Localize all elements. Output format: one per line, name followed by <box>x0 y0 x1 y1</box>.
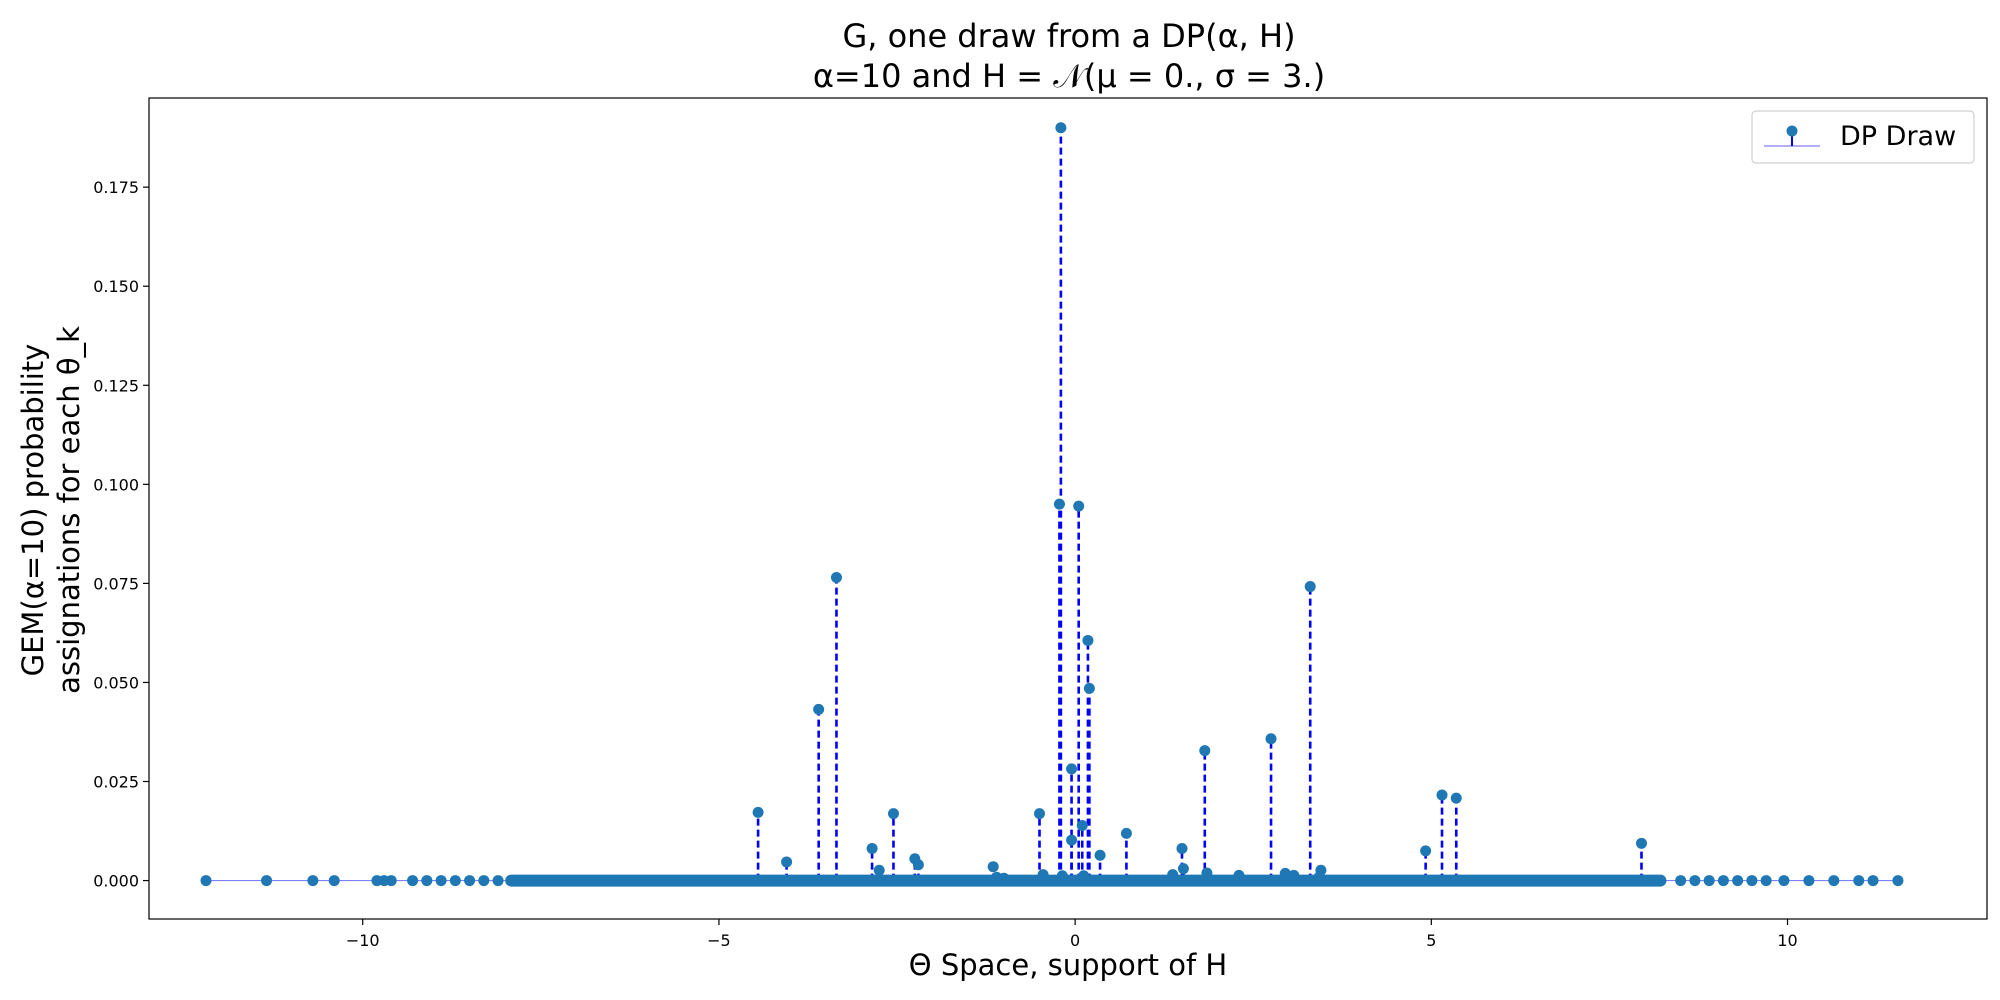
stem-marker-65 <box>1828 875 1840 887</box>
stem-marker-15 <box>1034 808 1046 820</box>
stem-marker-42 <box>200 875 212 887</box>
plot-area <box>200 122 1904 887</box>
stem-marker-53 <box>464 875 476 887</box>
legend-box <box>1751 110 1975 164</box>
stem-marker-44 <box>307 875 319 887</box>
stem-marker-1 <box>1073 500 1085 512</box>
stem-marker-62 <box>1760 875 1772 887</box>
stem-marker-48 <box>385 875 397 887</box>
stem-marker-9 <box>1199 745 1211 757</box>
stem-marker-6 <box>1082 634 1094 646</box>
stem-marker-41 <box>998 872 1010 884</box>
stem-marker-54 <box>478 875 490 887</box>
x-tick-label-4: 10 <box>1777 931 1797 950</box>
stem-marker-23 <box>1094 849 1106 861</box>
stem-marker-0 <box>1055 122 1067 134</box>
y-axis-ticks: 0.000 0.025 0.050 0.075 0.100 0.125 0.150 0.175 <box>93 178 149 891</box>
stem-marker-31 <box>1279 867 1291 879</box>
stem-marker-58 <box>1703 875 1715 887</box>
x-tick-label-2: 0 <box>1070 931 1080 950</box>
y-axis-label-line-1: GEM(α=10) probability <box>16 344 50 677</box>
stem-marker-51 <box>435 875 447 887</box>
x-axis-label: Θ Space, support of H <box>909 948 1227 982</box>
stem-marker-16 <box>1076 819 1088 831</box>
stem-marker-22 <box>1635 837 1647 849</box>
y-tick-label-3: 0.075 <box>93 574 139 593</box>
stem-marker-56 <box>1675 875 1687 887</box>
stem-marker-32 <box>1288 869 1300 881</box>
plot-frame <box>148 97 1988 920</box>
y-tick-label-1: 0.025 <box>93 773 139 792</box>
stem-marker-66 <box>1853 875 1865 887</box>
chart-title-line-1: G, one draw from a DP(α, H) <box>842 17 1295 55</box>
stem-marker-8 <box>1265 733 1277 745</box>
stem-marker-25 <box>781 856 793 868</box>
x-axis-ticks: −10 −5 0 5 10 <box>346 919 1798 950</box>
y-tick-label-5: 0.125 <box>93 376 139 395</box>
stem-marker-13 <box>752 806 764 818</box>
stem-marker-59 <box>1717 875 1729 887</box>
stem-marker-17 <box>1120 827 1132 839</box>
stem-marker-28 <box>1177 863 1189 875</box>
y-tick-label-2: 0.050 <box>93 673 139 692</box>
chart-title-line-2: α=10 and H = 𝒩(μ = 0., σ = 3.) <box>813 57 1325 95</box>
stem-marker-38 <box>1313 871 1325 883</box>
y-tick-label-4: 0.100 <box>93 475 139 494</box>
stem-marker-33 <box>1167 869 1179 881</box>
legend-marker-swatch <box>1786 125 1798 137</box>
stem-marker-43 <box>261 875 273 887</box>
stem-marker-3 <box>830 571 842 583</box>
stem-marker-37 <box>1056 870 1068 882</box>
stem-marker-57 <box>1689 875 1701 887</box>
stem-marker-10 <box>1066 763 1078 775</box>
stem-marker-14 <box>887 808 899 820</box>
stem-marker-36 <box>1037 869 1049 881</box>
x-tick-label-0: −10 <box>346 931 380 950</box>
stem-marker-5 <box>813 703 825 715</box>
stem-marker-55 <box>492 875 504 887</box>
stem-marker-49 <box>407 875 419 887</box>
stem-marker-52 <box>449 875 461 887</box>
stem-marker-60 <box>1732 875 1744 887</box>
stem-marker-67 <box>1867 875 1879 887</box>
x-tick-label-3: 5 <box>1426 931 1436 950</box>
y-tick-label-6: 0.150 <box>93 277 139 296</box>
y-tick-label-0: 0.000 <box>93 872 139 891</box>
stem-marker-20 <box>866 842 878 854</box>
stem-marker-11 <box>1436 789 1448 801</box>
stem-marker-2 <box>1053 498 1065 510</box>
legend-label: DP Draw <box>1840 121 1956 152</box>
stem-marker-29 <box>873 864 885 876</box>
stem-marker-61 <box>1746 875 1758 887</box>
stem-marker-19 <box>1176 842 1188 854</box>
y-tick-label-7: 0.175 <box>93 178 139 197</box>
stem-marker-45 <box>328 875 340 887</box>
stem-marker-26 <box>987 861 999 873</box>
stem-marker-64 <box>1803 875 1815 887</box>
stem-marker-35 <box>1233 869 1245 881</box>
legend: DP Draw <box>1751 110 1975 164</box>
y-axis-label-line-2: assignations for each θ_k <box>52 326 86 694</box>
stem-marker-12 <box>1450 792 1462 804</box>
stem-marker-34 <box>1201 867 1213 879</box>
stem-marker-27 <box>912 859 924 871</box>
stem-marker-18 <box>1066 834 1078 846</box>
stem-marker-7 <box>1083 682 1095 694</box>
stem-marker-4 <box>1304 581 1316 593</box>
stem-marker-68 <box>1892 875 1904 887</box>
x-tick-label-1: −5 <box>707 931 731 950</box>
stem-marker-50 <box>421 875 433 887</box>
stem-marker-21 <box>1420 845 1432 857</box>
stem-marker-63 <box>1778 875 1790 887</box>
stem-marker-40 <box>1078 870 1090 882</box>
